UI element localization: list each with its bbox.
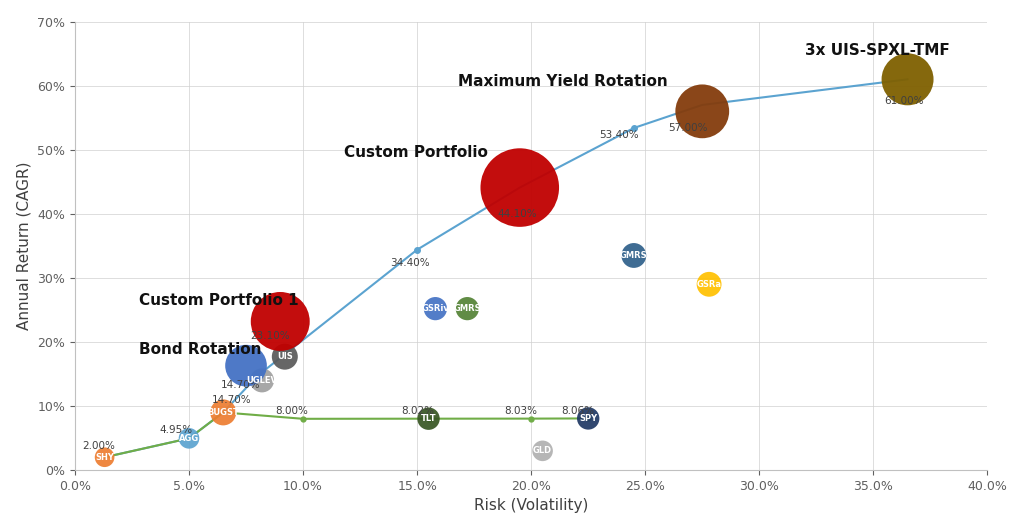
Text: 4.95%: 4.95% xyxy=(160,425,193,435)
X-axis label: Risk (Volatility): Risk (Volatility) xyxy=(474,498,589,514)
Text: 57.00%: 57.00% xyxy=(668,122,708,132)
Point xyxy=(626,251,642,260)
Text: UGLEV: UGLEV xyxy=(247,376,278,385)
Text: GMRS: GMRS xyxy=(620,251,647,260)
Text: GSRa: GSRa xyxy=(696,280,722,289)
Text: 34.40%: 34.40% xyxy=(390,258,429,268)
Text: SHY: SHY xyxy=(95,453,114,462)
Point xyxy=(420,414,436,423)
Text: BUGST: BUGST xyxy=(207,408,240,417)
Text: Custom Portfolio 1: Custom Portfolio 1 xyxy=(139,293,298,308)
Text: UIS: UIS xyxy=(276,352,293,361)
Text: 8.02%: 8.02% xyxy=(401,405,434,416)
Text: 8.00%: 8.00% xyxy=(275,405,308,416)
Text: SPY: SPY xyxy=(580,414,597,423)
Point xyxy=(427,304,443,313)
Point xyxy=(96,453,113,462)
Text: 61.00%: 61.00% xyxy=(885,95,925,105)
Y-axis label: Annual Return (CAGR): Annual Return (CAGR) xyxy=(16,162,32,330)
Point xyxy=(700,280,717,288)
Point xyxy=(215,408,231,417)
Point xyxy=(272,317,289,326)
Text: 8.06%: 8.06% xyxy=(561,405,594,416)
Text: Maximum Yield Rotation: Maximum Yield Rotation xyxy=(458,74,668,89)
Text: GSRiv: GSRiv xyxy=(422,304,450,313)
Text: 53.40%: 53.40% xyxy=(600,130,639,140)
Point xyxy=(512,183,528,192)
Point xyxy=(899,75,915,84)
Point xyxy=(254,376,270,385)
Text: AGG: AGG xyxy=(179,434,199,443)
Point xyxy=(459,304,475,313)
Point xyxy=(181,434,198,443)
Text: 3x UIS-SPXL-TMF: 3x UIS-SPXL-TMF xyxy=(805,43,949,58)
Point xyxy=(694,107,711,116)
Text: GMRS: GMRS xyxy=(454,304,481,313)
Text: 44.10%: 44.10% xyxy=(497,209,537,219)
Text: TLT: TLT xyxy=(421,414,436,423)
Text: GLD: GLD xyxy=(534,446,552,455)
Point xyxy=(580,414,596,422)
Text: Bond Rotation: Bond Rotation xyxy=(139,342,261,357)
Text: 8.03%: 8.03% xyxy=(504,405,537,416)
Text: 23.10%: 23.10% xyxy=(251,331,290,341)
Text: 2.00%: 2.00% xyxy=(82,441,115,451)
Point xyxy=(535,447,551,455)
Text: Custom Portfolio: Custom Portfolio xyxy=(344,145,488,161)
Point xyxy=(238,361,254,370)
Point xyxy=(276,352,293,361)
Text: 14.70%: 14.70% xyxy=(221,380,260,390)
Text: 14.70%: 14.70% xyxy=(212,395,252,405)
